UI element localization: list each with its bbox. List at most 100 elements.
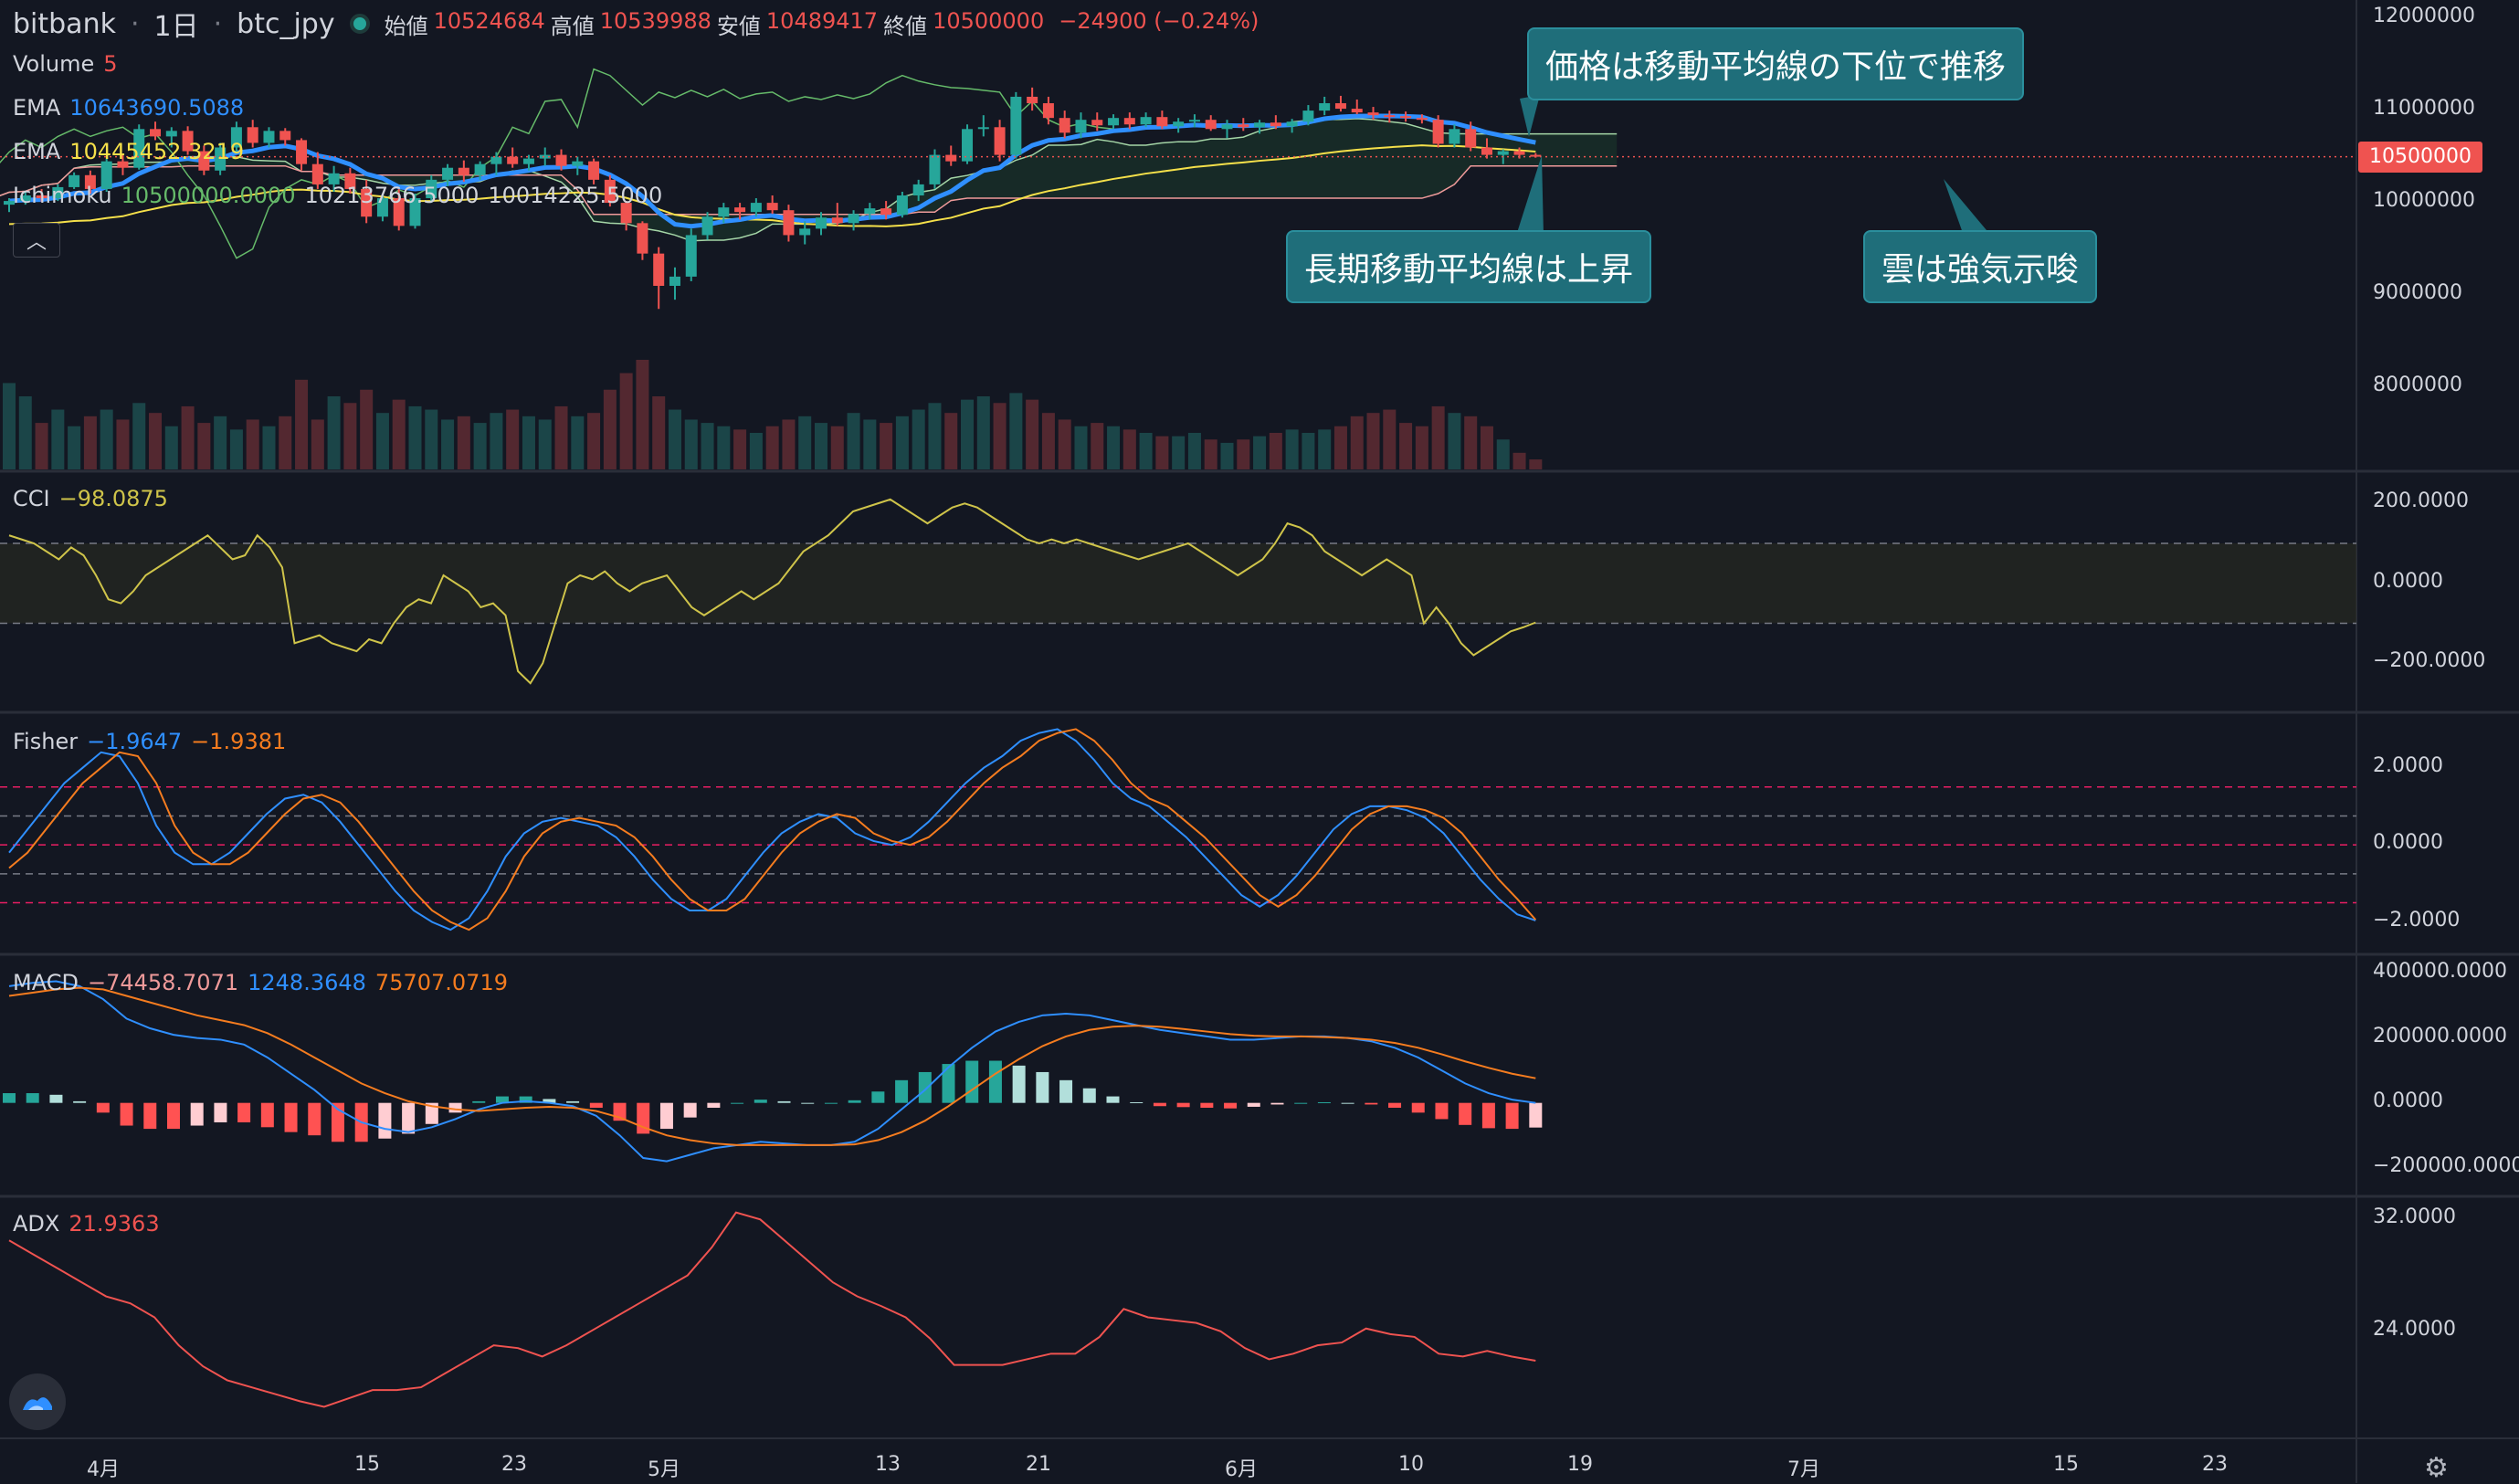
volume-bar: [961, 399, 975, 469]
time-axis-tick: 23: [2202, 1453, 2228, 1476]
legend-value: 10643690.5088: [69, 95, 245, 121]
collapse-legend-button[interactable]: ︿: [13, 223, 60, 258]
candle-body: [1497, 151, 1509, 155]
candle-body: [426, 179, 437, 199]
candle-body: [409, 198, 421, 226]
macd-histogram-bar: [1365, 1102, 1378, 1105]
volume-bar: [1058, 419, 1071, 469]
macd-histogram-bar: [1224, 1102, 1238, 1109]
candle: [4, 198, 15, 213]
candle-body: [215, 147, 227, 171]
macd-histogram-bar: [472, 1100, 486, 1103]
candle: [1173, 118, 1185, 133]
macd-histogram-bar: [73, 1100, 87, 1103]
macd-histogram-bar: [308, 1102, 321, 1136]
settings-gear-icon[interactable]: ⚙: [2424, 1452, 2449, 1484]
volume-bar: [815, 423, 827, 469]
volume-bar: [798, 416, 812, 469]
candle-body: [620, 203, 632, 224]
candle: [685, 228, 697, 281]
candle-body: [182, 131, 194, 152]
candle: [604, 174, 616, 207]
legend-ema-slow[interactable]: EMA 10445452.3219: [13, 139, 244, 164]
candle-body: [1091, 120, 1103, 126]
legend-macd[interactable]: MACD −74458.7071 1248.3648 75707.0719: [13, 970, 508, 995]
time-axis-tick: 15: [354, 1453, 380, 1476]
candle-body: [1384, 115, 1396, 118]
macd-histogram-bar: [1294, 1102, 1308, 1104]
candle-body: [1286, 121, 1298, 127]
volume-bar: [18, 396, 32, 469]
volume-bar: [1009, 393, 1023, 469]
macd-histogram-bar: [1153, 1102, 1166, 1107]
candle-body: [962, 129, 974, 162]
candle-body: [637, 223, 648, 254]
legend-volume[interactable]: Volume 5: [13, 51, 118, 77]
legend-value: 75707.0719: [374, 970, 508, 995]
candle: [912, 179, 924, 202]
macd-histogram-bar: [1341, 1102, 1354, 1104]
macd-histogram-bar: [543, 1099, 556, 1103]
time-axis-tick: 13: [875, 1453, 901, 1476]
macd-histogram-bar: [402, 1102, 416, 1134]
volume-bar: [1383, 409, 1397, 469]
legend-ema-fast[interactable]: EMA 10643690.5088: [13, 95, 244, 121]
legend-cci[interactable]: CCI −98.0875: [13, 486, 168, 511]
tradingview-logo-icon[interactable]: [9, 1373, 66, 1430]
legend-name: EMA: [13, 139, 61, 164]
candle: [945, 145, 957, 166]
candle-body: [701, 216, 713, 236]
candle-body: [669, 276, 680, 286]
candle: [1270, 115, 1281, 130]
candle-body: [344, 173, 356, 189]
interval-label[interactable]: 1日: [153, 11, 199, 43]
volume-bar: [1302, 433, 1315, 469]
legend-adx[interactable]: ADX 21.9363: [13, 1211, 160, 1237]
volume-bar: [441, 419, 455, 469]
adx-line: [8, 1211, 1536, 1408]
candle: [117, 154, 129, 175]
candle: [361, 179, 373, 224]
candle-body: [279, 131, 291, 141]
candle-body: [1449, 129, 1460, 144]
volume-bar: [83, 416, 97, 469]
candle-body: [848, 214, 859, 224]
candle-body: [376, 198, 388, 217]
candle-body: [133, 129, 145, 168]
legend-value: 1248.3648: [248, 970, 366, 995]
candle-body: [1123, 118, 1135, 125]
candle-body: [555, 154, 567, 166]
cci-axis-tick: 200.0000: [2373, 489, 2469, 513]
volume-bar: [1074, 426, 1088, 469]
legend-name: Volume: [13, 51, 95, 77]
volume-bar: [1122, 429, 1136, 469]
candle-body: [977, 127, 989, 130]
time-axis-tick: 15: [2053, 1453, 2079, 1476]
macd-histogram-bar: [1411, 1102, 1425, 1113]
macd-histogram-bar: [3, 1093, 16, 1103]
candle: [1334, 95, 1346, 112]
candle: [1319, 96, 1331, 116]
legend-value: 10445452.3219: [69, 139, 245, 164]
price-axis-tick: 11000000: [2373, 97, 2475, 121]
candle-body: [896, 195, 908, 216]
candle: [376, 194, 388, 222]
candle: [150, 121, 162, 141]
macd-histogram-bar: [871, 1091, 885, 1103]
volume-bar: [68, 426, 81, 469]
candle: [507, 147, 519, 168]
volume-bar: [311, 419, 324, 469]
ohlc-key: 始値: [384, 13, 428, 39]
candle: [198, 145, 210, 175]
candle-body: [718, 207, 730, 217]
macd-histogram-bar: [754, 1100, 767, 1103]
cci-axis-tick: 0.0000: [2373, 569, 2443, 593]
time-axis-tick: 4月: [87, 1458, 120, 1481]
legend-fisher[interactable]: Fisher −1.9647 −1.9381: [13, 729, 286, 754]
symbol-label[interactable]: btc_jpy: [237, 7, 335, 40]
candle-body: [1334, 103, 1346, 110]
candle-body: [880, 208, 892, 216]
macd-histogram-bar: [96, 1102, 110, 1113]
legend-ichimoku[interactable]: Ichimoku 10500000.0000 10213766.5000 100…: [13, 183, 662, 208]
